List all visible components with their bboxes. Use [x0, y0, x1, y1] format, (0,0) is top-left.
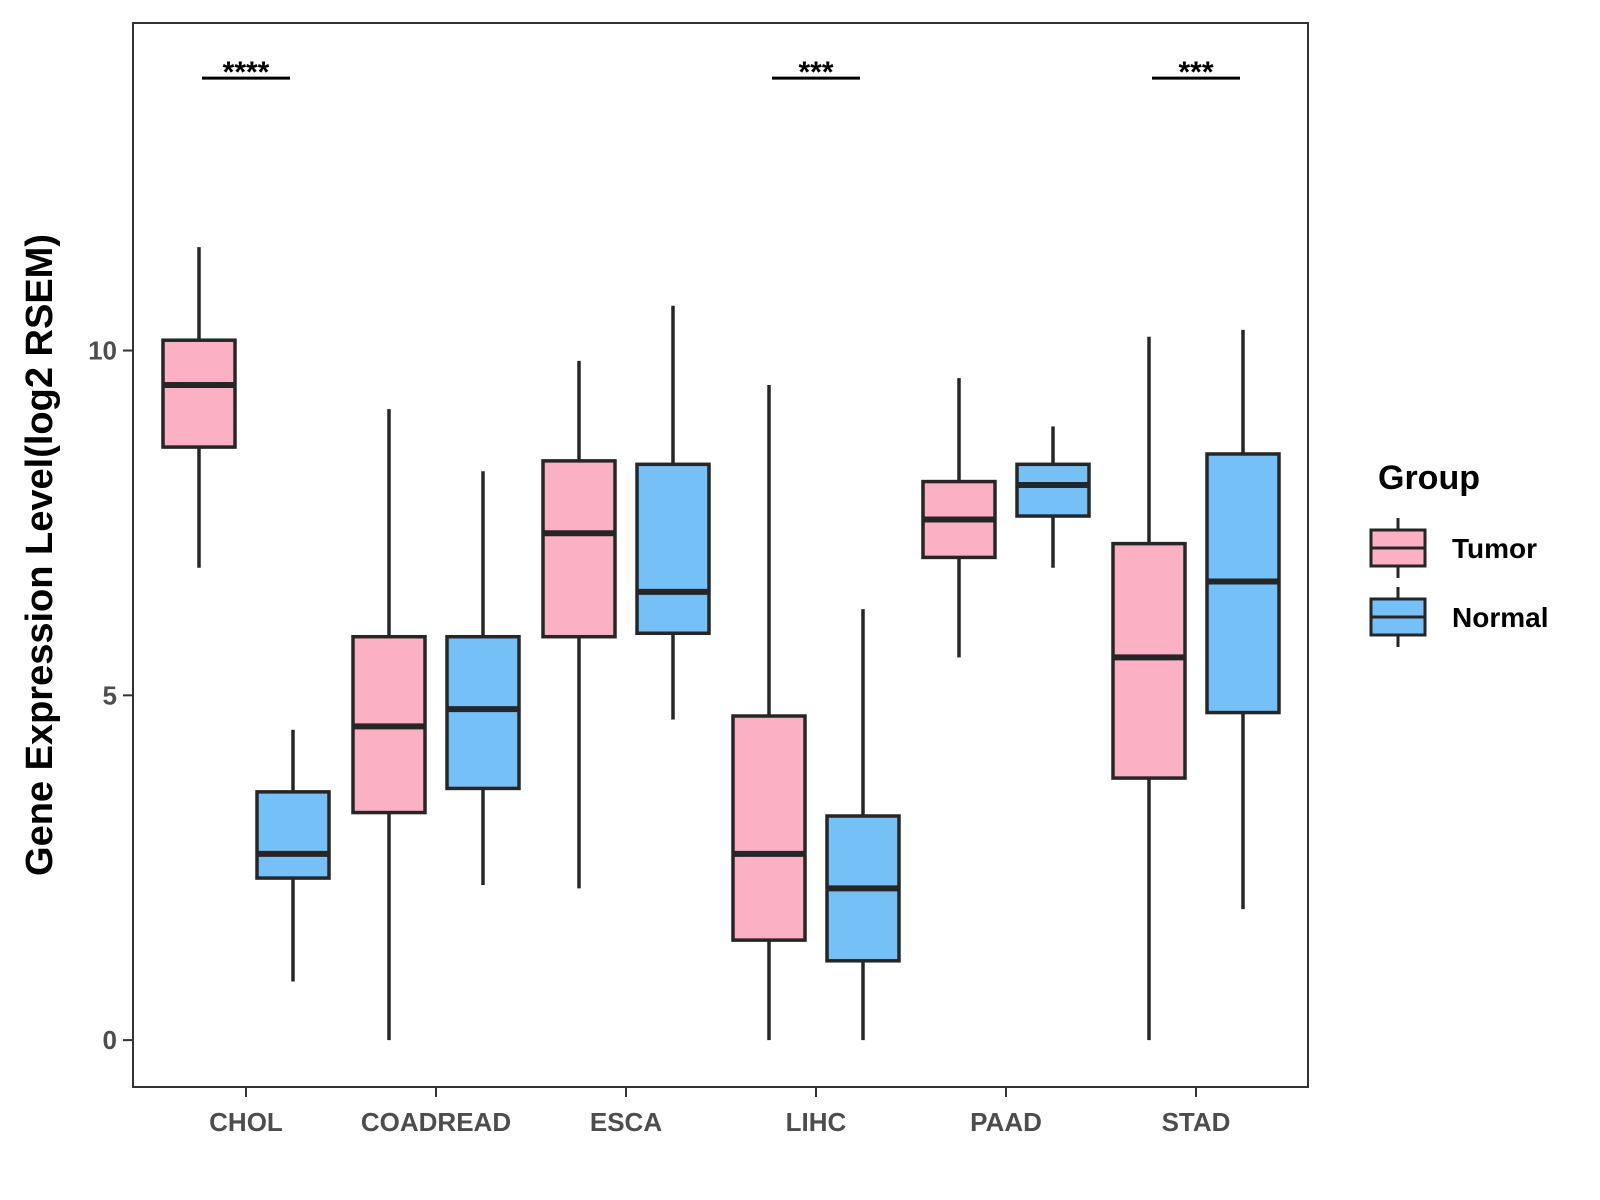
- legend-label: Tumor: [1452, 533, 1537, 564]
- x-tick-label: COADREAD: [361, 1107, 511, 1137]
- x-axis: CHOL COADREAD ESCA LIHC PAAD STAD: [209, 1087, 1230, 1137]
- box-body: [1015, 462, 1091, 518]
- significance-label: ***: [798, 56, 833, 89]
- legend-item-normal: Normal: [1369, 587, 1548, 647]
- significance-label: ***: [1178, 56, 1213, 89]
- box-tumor-stad: [1111, 336, 1187, 1041]
- y-axis-title: Gene Expression Level(log2 RSEM): [19, 234, 61, 876]
- plot-panel-border: [132, 22, 1309, 1088]
- legend-item-tumor: Tumor: [1369, 518, 1537, 578]
- box-normal-chol: [255, 729, 331, 982]
- y-tick-label: 0: [103, 1025, 117, 1055]
- y-axis: 0 5 10: [88, 336, 133, 1055]
- box-normal-esca: [635, 305, 711, 720]
- x-tick-label: CHOL: [209, 1107, 283, 1137]
- box-tumor-esca: [541, 360, 617, 889]
- box-body: [731, 714, 807, 942]
- box-normal-stad: [1205, 329, 1281, 910]
- legend: Group Tumor Normal: [1369, 459, 1548, 647]
- box-body: [1111, 541, 1187, 780]
- box-normal-coadread: [445, 471, 521, 885]
- box-body: [445, 634, 521, 791]
- x-tick-label: ESCA: [590, 1107, 662, 1137]
- x-tick-label: LIHC: [786, 1107, 847, 1137]
- box-tumor-lihc: [731, 385, 807, 1041]
- box-body: [161, 338, 237, 449]
- box-tumor-paad: [921, 378, 997, 658]
- significance-label: ****: [223, 56, 270, 89]
- box-body: [541, 459, 617, 639]
- box-body: [635, 462, 711, 636]
- box-tumor-coadread: [351, 409, 427, 1041]
- box-normal-paad: [1015, 426, 1091, 568]
- legend-title: Group: [1378, 459, 1480, 497]
- y-tick-label: 5: [103, 680, 117, 710]
- x-tick-label: PAAD: [970, 1107, 1042, 1137]
- y-tick-label: 10: [88, 336, 117, 366]
- box-tumor-chol: [161, 247, 237, 568]
- box-body: [255, 790, 331, 880]
- box-layer: [161, 247, 1281, 1041]
- legend-label: Normal: [1452, 602, 1548, 633]
- x-tick-label: STAD: [1162, 1107, 1231, 1137]
- box-normal-lihc: [825, 609, 901, 1041]
- significance-layer: **** *** ***: [202, 56, 1240, 89]
